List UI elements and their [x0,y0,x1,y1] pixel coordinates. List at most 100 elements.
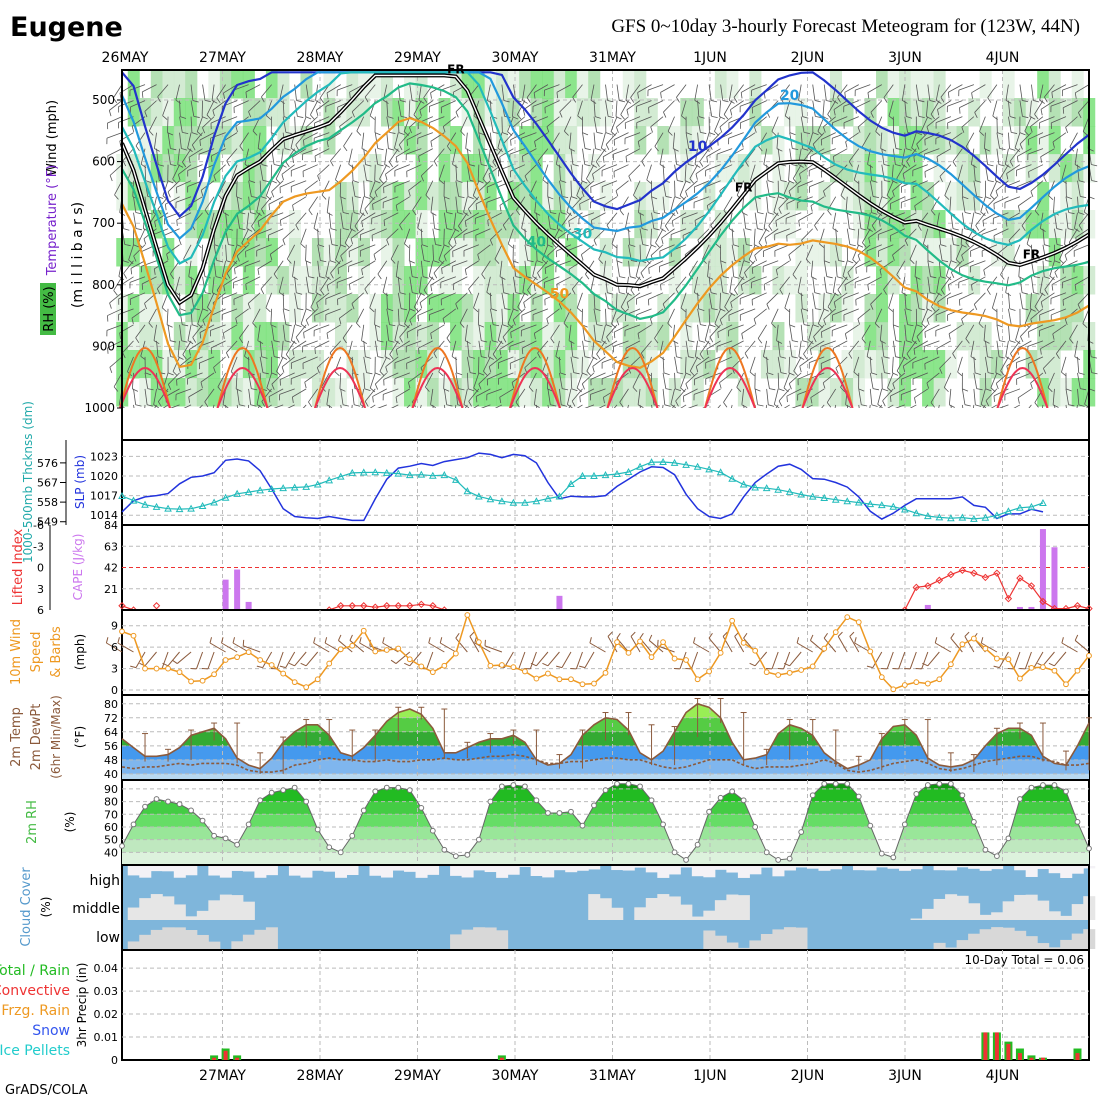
rh-shade-cell [311,266,324,295]
wind-barb [708,100,713,117]
wind-barb-flag [833,301,837,308]
rh-shade-cell [173,350,186,379]
wind-barb-flag [226,272,231,279]
thickness-marker [935,513,944,521]
rh-shade-cell [565,98,578,127]
wind-barb [337,292,353,300]
wind-barb [685,356,687,373]
wind-barb-flag [172,371,178,377]
wind-barb [172,164,180,180]
wind-barb-flag [688,340,695,343]
wind-barb [559,180,563,197]
wind-barb-flag [246,228,253,232]
rh-shade-cell [599,378,612,407]
wind-barb-flag [616,319,620,326]
lifted-index-marker [152,602,161,610]
wind-barb-flag [468,388,475,392]
wind-barb [361,260,376,270]
wind-barb [1074,212,1078,229]
wind-barb [1052,132,1067,143]
wind-barb [499,340,514,350]
wind-barb [248,372,252,389]
wind-barb [270,308,273,325]
wind-barb [1039,132,1055,139]
wind-barb-flag [983,269,986,276]
wind-barb [463,196,468,213]
wind-barb-flag [686,132,692,136]
wind-barb [486,388,503,395]
rh-shade-cell [162,98,175,127]
wind-barb [187,356,203,364]
rh2m-point [591,802,597,809]
wind-barb-flag [211,100,218,104]
wind-barb [857,244,871,256]
wind-barb [827,100,837,115]
wind-barb [550,324,560,339]
wind-barb-flag [534,141,537,148]
wind-barb [339,308,353,319]
wind-barb [419,292,434,303]
wind-barb [252,308,261,324]
wind-barb [915,292,920,309]
wind-barb-flag [603,397,605,404]
wind-barb [509,148,526,155]
wind-barb [937,100,952,110]
wind-barb-flag [113,290,118,296]
rh-shade-cell [795,182,808,211]
wind10m-point [959,641,966,648]
wind-barb-flag [909,259,915,264]
wind-barb [300,228,307,244]
wind-barb [1051,116,1067,124]
wind-barb [576,372,583,389]
wind-barb [409,276,413,293]
wind-barb-flag [210,347,213,354]
wind-barb [455,372,459,389]
rh-shade-cell [473,238,486,267]
slp-tick-label: 1020 [90,470,118,483]
wind-barb-flag [700,324,707,327]
wind-barb [789,372,802,384]
rh-shade-cell [185,154,198,183]
rh-shade-cell [208,70,221,99]
wind-barb [196,228,203,244]
wind-barb-flag [245,283,247,290]
rh-shade-cell [922,378,935,407]
wind10m-barb [648,640,664,653]
wind-barb-flag [837,276,844,279]
wind-barb [920,116,929,132]
wind-barb [706,340,721,350]
wind-barb [364,196,376,210]
wind-barb [730,100,744,110]
wind10m-point [1040,664,1046,671]
wind-barb [823,260,828,277]
wind-barb [1044,84,1055,98]
wind-barb-flag [948,284,950,291]
wind-barb [1008,308,1012,325]
wind10m-point [1028,664,1035,671]
rh-shade-cell [185,294,198,323]
wind-barb-flag [1034,402,1039,408]
rh-shade-cell [404,210,417,239]
wind-barb-flag [699,353,704,360]
wind-barb [961,116,975,128]
wind-barb-flag [1078,404,1085,407]
rh2m-point [383,784,390,791]
wind-barb [153,388,157,405]
temp2m-unit: (°F) [73,726,87,748]
wind-barb [201,244,203,261]
wind-barb [664,212,675,226]
wind-barb-flag [383,220,386,227]
wind-barb [924,356,940,364]
wind-barb-flag [326,285,329,292]
wind-barb [328,212,332,229]
wind-barb [310,292,319,308]
wind-barb [131,308,146,319]
wind-barb-flag [239,404,246,407]
wind-barb-flag [273,340,280,343]
rh-shade-cell [473,210,486,239]
wind-barb [582,148,586,165]
wind-barb-flag [130,268,133,275]
wind-barb [328,244,331,261]
wind-barb-flag [217,194,223,200]
wind-barb-flag [542,179,548,185]
